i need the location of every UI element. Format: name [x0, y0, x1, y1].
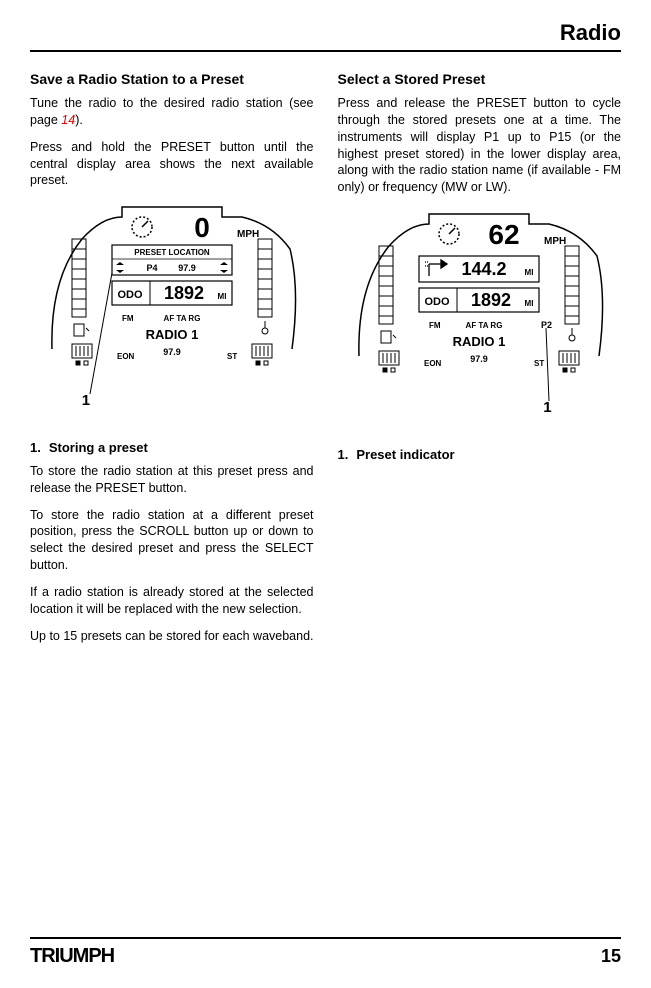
d1-callout-1: 1 [82, 391, 90, 411]
d2-odo-label: ODO [425, 296, 451, 308]
left-list1-num: 1. [30, 440, 41, 455]
page-footer: TRIUMPH 15 [30, 937, 621, 968]
left-p4: To store the radio station at a differen… [30, 507, 314, 575]
d1-speed-unit: MPH [237, 229, 259, 240]
diagram-save-preset: 0 MPH PRESET LOCATION P4 97.9 [42, 199, 302, 429]
d1-odo-unit: MI [217, 292, 226, 301]
d1-odo-label: ODO [117, 289, 143, 301]
d1-radio-name: RADIO 1 [145, 327, 198, 342]
d1-preset-freq: 97.9 [178, 263, 196, 273]
d1-freq: 97.9 [163, 347, 181, 357]
right-column: Select a Stored Preset Press and release… [338, 70, 622, 655]
left-section-title: Save a Radio Station to a Preset [30, 70, 314, 89]
right-list1-title: Preset indicator [356, 447, 454, 462]
d2-radio-name: RADIO 1 [453, 334, 506, 349]
d1-preset-num: P4 [146, 263, 157, 273]
d2-fm: FM [429, 321, 441, 330]
left-p2: Press and hold the PRESET button until t… [30, 139, 314, 190]
d2-afta: AF TA RG [466, 321, 503, 330]
left-list1: 1. Storing a preset [30, 439, 314, 457]
d2-nav-unit: MI [525, 268, 534, 277]
left-p1: Tune the radio to the desired radio stat… [30, 95, 314, 129]
d1-preset-label: PRESET LOCATION [134, 248, 210, 257]
left-p1b: ). [75, 113, 83, 127]
brand-logo: TRIUMPH [30, 945, 114, 968]
page-number: 15 [601, 946, 621, 967]
d2-odo-value: 1892 [471, 290, 511, 310]
d2-freq: 97.9 [470, 354, 488, 364]
left-p5: If a radio station is already stored at … [30, 584, 314, 618]
right-p1: Press and release the PRESET button to c… [338, 95, 622, 196]
right-section-title: Select a Stored Preset [338, 70, 622, 89]
d2-nav-value: 144.2 [462, 259, 507, 279]
page-header: Radio [30, 20, 621, 52]
d2-callout-1: 1 [543, 398, 551, 418]
d1-fm: FM [122, 314, 134, 323]
d1-afta: AF TA RG [163, 314, 200, 323]
d1-eon: EON [117, 352, 135, 361]
d2-speed: 62 [489, 219, 520, 250]
left-p3: To store the radio station at this prese… [30, 463, 314, 497]
d2-st: ST [534, 359, 544, 368]
left-p1-ref: 14 [61, 113, 75, 127]
d2-speed-unit: MPH [544, 236, 566, 247]
d2-eon: EON [424, 359, 442, 368]
page-header-title: Radio [560, 20, 621, 45]
diagram-select-preset: 62 MPH 144.2 MI [349, 206, 609, 436]
d1-speed: 0 [194, 212, 210, 243]
d2-odo-unit: MI [525, 299, 534, 308]
left-column: Save a Radio Station to a Preset Tune th… [30, 70, 314, 655]
d1-odo-value: 1892 [164, 283, 204, 303]
right-list1: 1. Preset indicator [338, 446, 622, 464]
content-columns: Save a Radio Station to a Preset Tune th… [30, 70, 621, 655]
d1-st: ST [227, 352, 237, 361]
left-list1-title: Storing a preset [49, 440, 148, 455]
left-p6: Up to 15 presets can be stored for each … [30, 628, 314, 645]
right-list1-num: 1. [338, 447, 349, 462]
